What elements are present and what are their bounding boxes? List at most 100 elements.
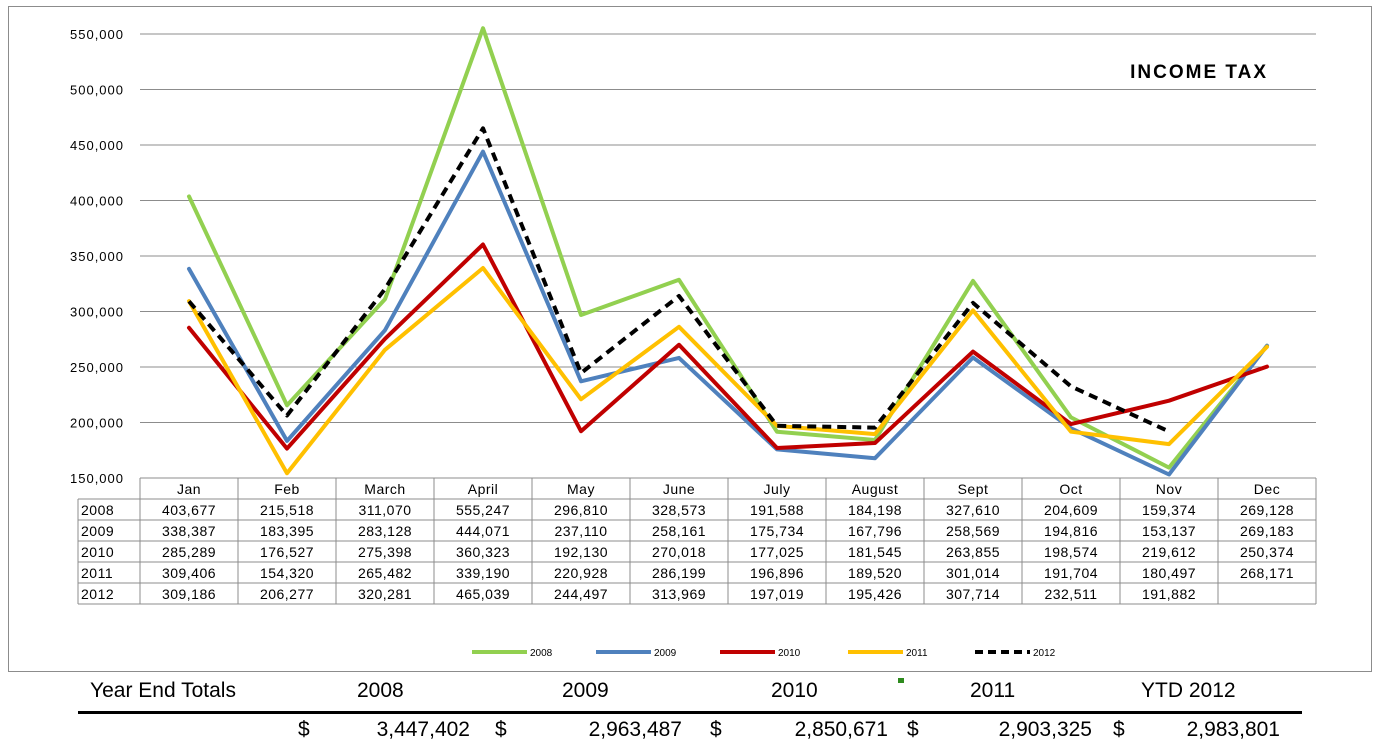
totals-header-ytd-2012: YTD 2012 xyxy=(1141,679,1236,702)
series-lines xyxy=(187,26,1269,477)
table-cell-value: 195,426 xyxy=(848,586,902,602)
table-cell-value: 177,025 xyxy=(750,544,804,560)
x-tick-label: Jan xyxy=(177,481,201,497)
totals-header-2008: 2008 xyxy=(357,679,404,702)
totals-header-2009: 2009 xyxy=(562,679,609,702)
table-cell-value: 309,186 xyxy=(162,586,216,602)
x-tick-label: August xyxy=(852,481,899,497)
data-table: Jan Feb March April May June July August Sept Oct… xyxy=(77,477,1317,605)
x-tick-label: July xyxy=(764,481,791,497)
table-cell-value: 215,518 xyxy=(260,502,314,518)
table-cell-value: 320,281 xyxy=(358,586,412,602)
table-series-name: 2010 xyxy=(81,544,114,560)
table-cell-value: 465,039 xyxy=(456,586,510,602)
totals-value-2011: 2,903,325 xyxy=(998,718,1092,741)
totals-value-2009: 2,963,487 xyxy=(588,718,682,741)
table-cell-value: 258,569 xyxy=(946,523,1000,539)
table-series-name: 2008 xyxy=(81,502,114,518)
totals-divider xyxy=(78,711,1302,714)
table-cell-value: 191,588 xyxy=(750,502,804,518)
income-tax-chart: 150,000 200,000 250,000 300,000 350,000 400,0… xyxy=(70,26,1317,659)
table-cell-value: 191,882 xyxy=(1142,586,1196,602)
table-cell-value: 285,289 xyxy=(162,544,216,560)
y-tick-label: 250,000 xyxy=(70,360,124,375)
table-cell-value: 219,612 xyxy=(1142,544,1196,560)
x-tick-label: June xyxy=(663,481,695,497)
table-cell-value: 204,609 xyxy=(1044,502,1098,518)
table-cell-value: 296,810 xyxy=(554,502,608,518)
totals-header-label: Year End Totals xyxy=(90,679,236,702)
totals-value-2008: 3,447,402 xyxy=(376,718,470,741)
table-cell-value: 275,398 xyxy=(358,544,412,560)
legend-label: 2010 xyxy=(778,648,801,659)
table-cell-value: 181,545 xyxy=(848,544,902,560)
table-cell-value: 191,704 xyxy=(1044,565,1098,581)
y-tick-label: 550,000 xyxy=(70,27,124,42)
table-cell-value: 175,734 xyxy=(750,523,804,539)
table-series-name: 2009 xyxy=(81,523,114,539)
table-cell-value: 328,573 xyxy=(652,502,706,518)
table-cell-value: 189,520 xyxy=(848,565,902,581)
table-cell-value: 183,395 xyxy=(260,523,314,539)
table-cell-value: 311,070 xyxy=(358,502,411,518)
table-series-name: 2011 xyxy=(81,565,113,581)
table-cell-value: 232,511 xyxy=(1044,586,1097,602)
table-cell-value: 206,277 xyxy=(260,586,314,602)
table-cell-value: 338,387 xyxy=(162,523,216,539)
table-cell-value: 180,497 xyxy=(1142,565,1196,581)
table-cell-value: 327,610 xyxy=(946,502,1000,518)
totals-header-2010: 2010 xyxy=(771,679,818,702)
y-tick-label: 350,000 xyxy=(70,249,124,264)
table-cell-value: 250,374 xyxy=(1240,544,1294,560)
legend-label: 2009 xyxy=(654,648,677,659)
table-cell-value: 258,161 xyxy=(652,523,706,539)
x-tick-label: Feb xyxy=(274,481,300,497)
totals-value-ytd-2012: 2,983,801 xyxy=(1186,718,1280,741)
x-tick-label: May xyxy=(567,481,595,497)
y-tick-label: 200,000 xyxy=(70,416,124,431)
x-tick-label: Dec xyxy=(1254,481,1280,497)
legend-label: 2008 xyxy=(530,648,553,659)
table-cell-value: 176,527 xyxy=(260,544,314,560)
x-tick-label: April xyxy=(468,481,499,497)
table-cell-value: 307,714 xyxy=(946,586,1000,602)
legend-label: 2012 xyxy=(1033,648,1056,659)
table-cell-value: 263,855 xyxy=(946,544,1000,560)
series-line-2011 xyxy=(187,266,1269,476)
table-cell-value: 555,247 xyxy=(456,502,510,518)
green-marker-icon xyxy=(898,678,904,683)
series-line-2010 xyxy=(187,242,1269,451)
table-cell-value: 269,128 xyxy=(1240,502,1294,518)
table-cell-value: 220,928 xyxy=(554,565,608,581)
totals-currency-2008: $ xyxy=(298,718,310,741)
table-cell-value: 194,816 xyxy=(1044,523,1098,539)
gridlines xyxy=(140,33,1316,479)
legend: 2008 2009 2010 2011 2012 xyxy=(472,648,1056,659)
table-cell-value: 286,199 xyxy=(652,565,706,581)
x-tick-label: March xyxy=(364,481,405,497)
x-tick-label: Sept xyxy=(958,481,989,497)
table-cell-value: 269,183 xyxy=(1240,523,1294,539)
y-tick-label: 450,000 xyxy=(70,138,124,153)
table-cell-value: 283,128 xyxy=(358,523,412,539)
series-line-2012 xyxy=(187,126,1170,434)
x-tick-label: Oct xyxy=(1059,481,1082,497)
table-cell-value: 198,574 xyxy=(1044,544,1098,560)
x-tick-label: Nov xyxy=(1156,481,1182,497)
table-cell-value: 339,190 xyxy=(456,565,510,581)
year-end-totals: Year End Totals 2008 2009 2010 2011 YTD … xyxy=(0,676,1378,743)
table-cell-value: 265,482 xyxy=(358,565,412,581)
table-cell-value: 403,677 xyxy=(162,502,216,518)
table-cell-value: 360,323 xyxy=(456,544,510,560)
y-tick-label: 150,000 xyxy=(70,471,124,486)
table-cell-value: 167,796 xyxy=(848,523,902,539)
table-cell-value: 244,497 xyxy=(554,586,608,602)
table-cell-value: 192,130 xyxy=(554,544,608,560)
totals-currency-ytd-2012: $ xyxy=(1113,718,1125,741)
y-tick-label: 400,000 xyxy=(70,194,124,209)
table-cell-value: 196,896 xyxy=(750,565,804,581)
totals-currency-2011: $ xyxy=(907,718,919,741)
totals-currency-2010: $ xyxy=(710,718,722,741)
totals-header-2011: 2011 xyxy=(970,679,1016,702)
table-series-name: 2012 xyxy=(81,586,114,602)
